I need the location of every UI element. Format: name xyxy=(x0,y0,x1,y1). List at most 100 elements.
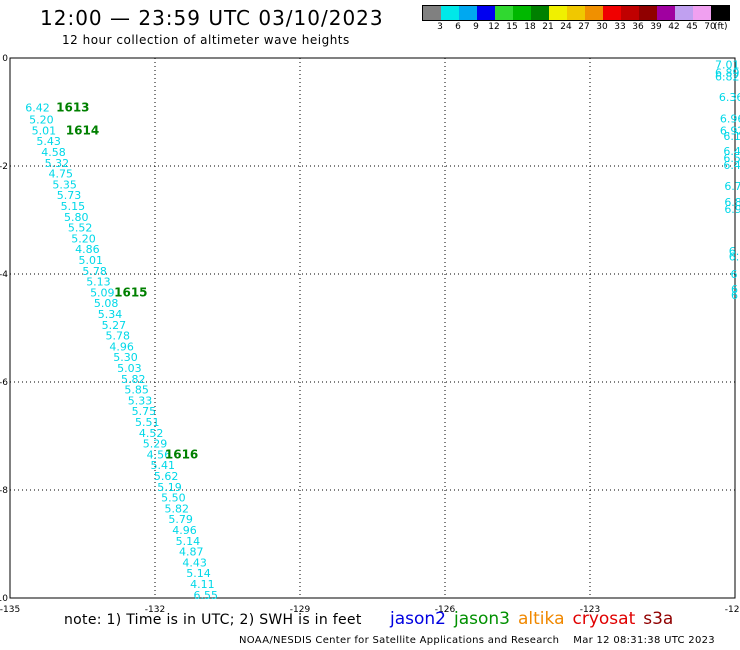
swh-value: 5.80 xyxy=(64,211,89,224)
legend-swatch-7 xyxy=(549,6,567,20)
swh-value: 5.62 xyxy=(154,470,179,483)
swh-value-edge: 6 xyxy=(731,289,738,302)
swh-value: 5.75 xyxy=(132,405,157,418)
swh-value-edge: 6.1 xyxy=(723,130,740,143)
legend-swatch-0 xyxy=(423,6,441,20)
y-tick-label: -8 xyxy=(0,486,8,496)
time-label: 1613 xyxy=(56,101,89,115)
satellite-jason2: jason2 xyxy=(390,609,446,629)
swh-value-edge: 7.01 xyxy=(715,58,740,71)
swh-value: 5.09 xyxy=(90,286,115,299)
swh-value: 4.96 xyxy=(172,524,197,537)
swh-value-edge: 6.89 xyxy=(715,67,740,80)
swh-value-edge: 6.4 xyxy=(723,145,740,158)
units-note: note: 1) Time is in UTC; 2) SWH is in fe… xyxy=(64,612,362,628)
swh-value: 6.55 xyxy=(194,589,219,602)
swh-value: 5.33 xyxy=(128,394,153,407)
x-tick-label: -132 xyxy=(145,605,165,615)
swh-value-edge: 6.4 xyxy=(723,159,740,172)
map-frame xyxy=(9,57,736,599)
y-tick-label: -6 xyxy=(0,378,8,388)
swh-value: 6.42 xyxy=(25,102,50,115)
swh-value: 4.87 xyxy=(179,546,204,559)
time-label: 1616 xyxy=(165,447,198,461)
legend-label: 18 xyxy=(524,22,536,32)
legend-label: 6 xyxy=(455,22,461,32)
swh-value: 5.51 xyxy=(135,416,160,429)
swh-value: 5.13 xyxy=(86,276,111,289)
edge-track: 7.016.896.826.366.966.926.16.46.56.46.76… xyxy=(715,58,740,302)
swh-value: 5.14 xyxy=(186,567,211,580)
swh-value: 5.43 xyxy=(36,135,61,148)
legend-label: 70 xyxy=(704,22,716,32)
legend-label: 24 xyxy=(560,22,572,32)
legend-swatch-13 xyxy=(657,6,675,20)
legend-swatch-4 xyxy=(495,6,513,20)
swh-value-edge: 6.9 xyxy=(724,203,740,216)
swh-value-edge: 6.7 xyxy=(724,180,740,193)
swh-value: 5.41 xyxy=(150,459,175,472)
swh-value: 5.73 xyxy=(57,189,82,202)
legend-label: 42 xyxy=(668,22,680,32)
map-subtitle: 12 hour collection of altimeter wave hei… xyxy=(62,33,350,47)
swh-value: 5.20 xyxy=(29,114,54,127)
swh-value: 5.35 xyxy=(52,178,77,191)
swh-value: 5.78 xyxy=(106,330,131,343)
swh-value: 4.43 xyxy=(182,556,207,569)
legend-label: 21 xyxy=(542,22,554,32)
legend-swatch-8 xyxy=(567,6,585,20)
swh-value: 5.50 xyxy=(161,492,186,505)
legend-swatch-9 xyxy=(585,6,603,20)
legend-label: 3 xyxy=(437,22,443,32)
swh-value: 5.14 xyxy=(176,535,201,548)
y-tick-label: -4 xyxy=(0,270,8,280)
swh-value-edge: 6.8 xyxy=(724,196,740,209)
swh-value: 5.78 xyxy=(82,265,107,278)
legend-label: 33 xyxy=(614,22,626,32)
swh-value: 5.03 xyxy=(117,362,142,375)
swh-value: 5.08 xyxy=(94,297,119,310)
satellite-cryosat: cryosat xyxy=(572,609,636,629)
swh-value-edge: 6.5 xyxy=(723,152,740,165)
legend-swatch-10 xyxy=(603,6,621,20)
x-tick-label: -129 xyxy=(290,605,311,615)
swh-value: 5.01 xyxy=(32,124,57,137)
swh-value: 4.58 xyxy=(41,146,66,159)
swh-value-edge: 6.92 xyxy=(720,124,740,137)
y-tick-label: 0 xyxy=(2,54,8,64)
swh-value: 5.82 xyxy=(121,373,146,386)
time-label: 1615 xyxy=(114,285,147,299)
legend-labels: 3 6 9 12 15 18 21 24 27 30 33 36 39 42 45 70 xyxy=(422,22,740,34)
legend-label: 36 xyxy=(632,22,644,32)
satellite-key: jason2 jason3 altika cryosat s3a xyxy=(390,609,681,629)
swh-value: 4.86 xyxy=(75,243,100,256)
legend-label: 27 xyxy=(578,22,590,32)
swh-value: 5.30 xyxy=(113,351,138,364)
swh-value: 4.56 xyxy=(147,448,172,461)
swh-value-edge: 6 xyxy=(731,268,738,281)
legend-swatch-15 xyxy=(693,6,711,20)
legend-label: 39 xyxy=(650,22,662,32)
satellite-jason3: jason3 xyxy=(454,609,510,629)
legend-label: 12 xyxy=(488,22,500,32)
legend-label: 15 xyxy=(506,22,518,32)
swh-value: 5.27 xyxy=(102,319,127,332)
time-label: 1614 xyxy=(66,123,99,137)
swh-value: 5.52 xyxy=(68,222,93,235)
footer-timestamp: Mar 12 08:31:38 UTC 2023 xyxy=(573,635,715,646)
swh-value: 5.34 xyxy=(98,308,123,321)
y-tick-label: -10 xyxy=(0,594,8,604)
legend-swatch-12 xyxy=(639,6,657,20)
map-title: 12:00 — 23:59 UTC 03/10/2023 xyxy=(40,6,384,30)
swh-value: 5.82 xyxy=(165,502,190,515)
x-tick-label: -123 xyxy=(580,605,600,615)
swh-value: 5.29 xyxy=(143,438,168,451)
footer-credit: NOAA/NESDIS Center for Satellite Applica… xyxy=(239,635,560,646)
swh-value-edge: 6.96 xyxy=(720,112,740,125)
swh-value: 5.79 xyxy=(168,513,193,526)
swh-value-edge: 6. xyxy=(729,251,740,264)
legend-swatch-6 xyxy=(531,6,549,20)
swh-value-edge: 6.36 xyxy=(719,91,740,104)
x-tick-label: -120 xyxy=(725,605,740,615)
